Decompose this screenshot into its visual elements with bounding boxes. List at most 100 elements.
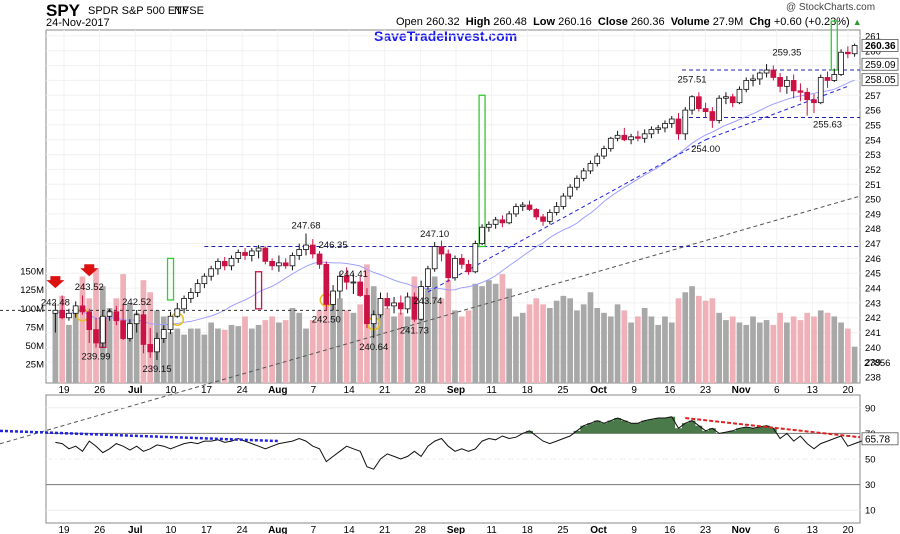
volume-bar (479, 286, 485, 383)
rsi-x-tick-label: 28 (415, 525, 427, 534)
moving-average (55, 79, 855, 326)
x-tick-label: 21 (379, 385, 391, 396)
candle (140, 310, 147, 354)
signal-box (166, 257, 175, 301)
candle-body (601, 148, 607, 157)
candle (465, 259, 472, 275)
volume-bar (770, 324, 777, 383)
volume-bar (458, 316, 465, 383)
candle (635, 130, 641, 142)
price-tick-label: 243 (865, 298, 881, 309)
candle (316, 250, 323, 269)
candle-body (756, 72, 763, 80)
volume-bar (750, 316, 756, 383)
candle-body (845, 51, 851, 55)
volume-bar (79, 276, 86, 383)
candle (682, 107, 689, 140)
volume-bar (838, 322, 844, 383)
volume-bar (357, 304, 364, 383)
candle-body (52, 309, 59, 314)
x-tick-label: 9 (631, 385, 637, 396)
open-label: Open (396, 16, 423, 28)
price-flag-label: 259.09 (865, 60, 896, 71)
rsi-x-tick-label: 10 (165, 525, 177, 534)
volume-bar (567, 298, 573, 383)
candle (208, 265, 215, 281)
candle (174, 302, 181, 318)
candle (736, 86, 743, 105)
volume-bar (391, 316, 397, 383)
candle (824, 71, 831, 88)
rsi-x-tick-label: Sep (447, 525, 465, 534)
x-tick-label: 23 (700, 385, 712, 396)
volume-bar (323, 271, 330, 383)
volume-bar (729, 316, 736, 383)
long-trendline (0, 195, 861, 445)
price-tick-label: 249 (865, 209, 881, 220)
candle (418, 280, 424, 321)
candle-body (384, 298, 391, 307)
candle (343, 267, 350, 290)
price-tick-label: 246 (865, 254, 881, 265)
candle-body (99, 315, 106, 344)
candle (397, 295, 404, 315)
volume-bar (635, 316, 641, 383)
low-label: Low (533, 16, 556, 28)
candle (594, 153, 601, 167)
candle (756, 71, 763, 85)
rsi-x-tick-label: 14 (344, 525, 356, 534)
volume-bar (59, 295, 66, 383)
candle-body (357, 281, 364, 296)
candle-body (506, 213, 513, 224)
volume-bar (804, 312, 811, 383)
volume-bar (736, 322, 743, 383)
rsi-x-tick-label: 9 (631, 525, 637, 534)
volume-bar (784, 322, 790, 383)
x-tick-label: 14 (344, 385, 356, 396)
volume-bar (641, 307, 648, 383)
volume-flag-label: 27856 (864, 358, 890, 369)
price-annotation: 239.15 (142, 364, 171, 375)
volume-bar (316, 310, 323, 383)
volume-bar (72, 307, 79, 383)
candle-body (709, 111, 716, 121)
candle-body (160, 329, 167, 339)
rsi-panel (0, 407, 875, 511)
price-tick-label: 250 (865, 195, 881, 206)
security-name: SPDR S&P 500 ETF (88, 5, 189, 17)
volume-bar (106, 307, 113, 383)
price-tick-label: 252 (865, 165, 881, 176)
candle (817, 74, 824, 105)
candles (52, 43, 858, 361)
rsi-tick-label: 30 (865, 480, 876, 491)
rsi-x-tick-label: 20 (842, 525, 854, 534)
volume-bar (215, 328, 221, 383)
candle-body (282, 262, 289, 267)
volume-bar (377, 298, 384, 383)
candle (52, 302, 59, 333)
candle-body (797, 90, 804, 93)
candle-body (66, 312, 72, 319)
candle-body (553, 206, 560, 213)
volume-bar (526, 304, 533, 383)
rsi-line (55, 416, 875, 470)
volume-bar (411, 276, 418, 383)
candle-body (235, 252, 242, 259)
candle-body (668, 118, 675, 124)
candle-body (215, 260, 221, 270)
chart-date: 24-Nov-2017 (46, 17, 110, 29)
close-value: 260.36 (630, 16, 665, 28)
candle (628, 133, 634, 145)
volume-bar (560, 295, 567, 383)
price-flag-box (861, 57, 899, 71)
candle-body (472, 243, 479, 273)
volume-bar (655, 324, 662, 383)
candle-body (228, 258, 235, 267)
candle-body (655, 127, 662, 130)
volume-bar (601, 312, 607, 383)
candle (601, 145, 607, 160)
candle-body (763, 69, 770, 74)
volume-bar (662, 316, 668, 383)
price-annotation: 242.52 (122, 297, 151, 308)
volume-bar (194, 328, 201, 383)
